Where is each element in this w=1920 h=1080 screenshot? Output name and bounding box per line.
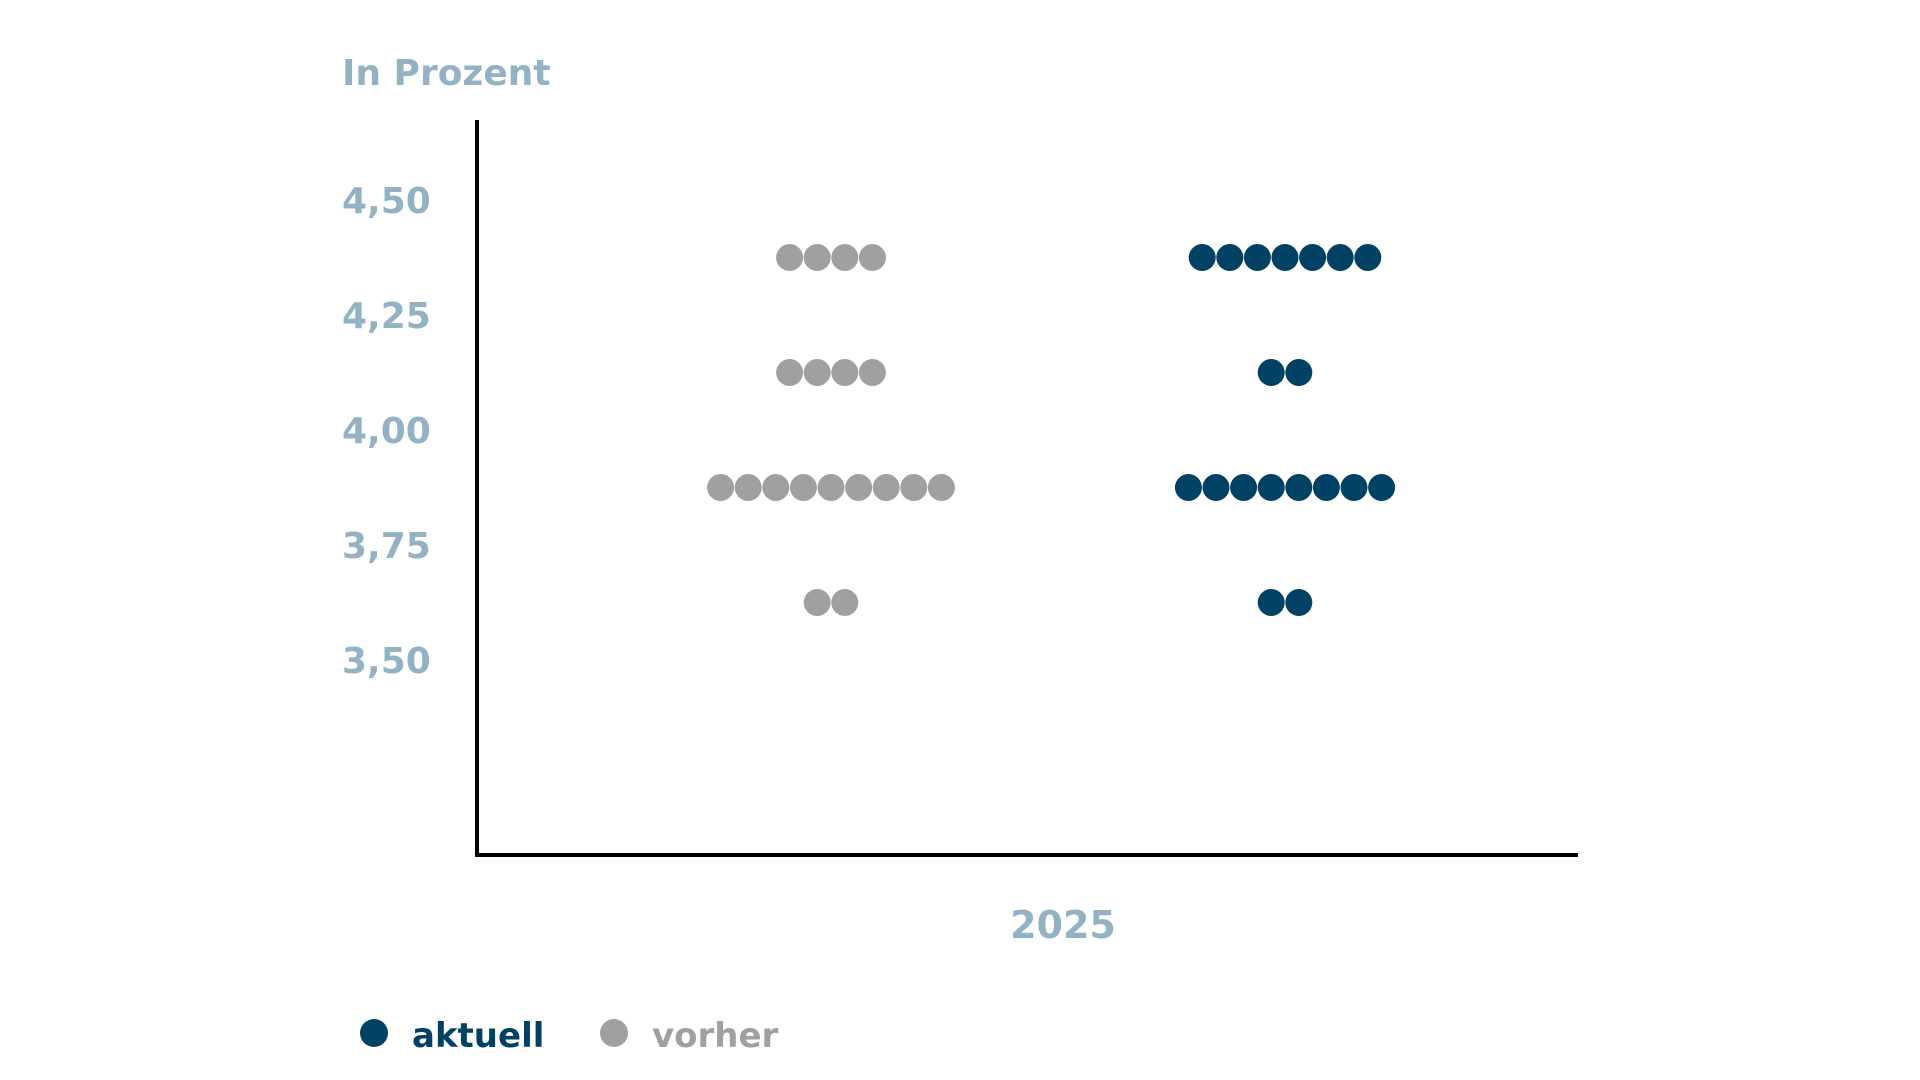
dot-aktuell [1243, 244, 1271, 271]
dot-vorher [831, 589, 859, 616]
dot-vorher [707, 474, 735, 501]
dot-aktuell [1271, 244, 1299, 271]
dot-aktuell [1174, 474, 1202, 501]
dot-aktuell [1257, 359, 1285, 386]
dot-aktuell [1257, 474, 1285, 501]
dot-aktuell [1312, 474, 1340, 501]
dot-vorher [845, 474, 873, 501]
dot-vorher [872, 474, 900, 501]
dot-aktuell [1285, 359, 1313, 386]
dot-aktuell [1230, 474, 1258, 501]
dot-aktuell [1340, 474, 1368, 501]
legend: aktuell vorher [360, 1016, 779, 1056]
dot-vorher [762, 474, 790, 501]
dot-vorher [900, 474, 928, 501]
dot-aktuell [1285, 474, 1313, 501]
dot-marks [707, 244, 1396, 616]
dot-aktuell [1188, 244, 1216, 271]
dot-vorher [831, 244, 859, 271]
dot-aktuell [1257, 589, 1285, 616]
dot-aktuell [1354, 244, 1382, 271]
legend-label-aktuell: aktuell [412, 1016, 544, 1056]
y-tick-label: 4,00 [342, 411, 431, 452]
x-category-label: 2025 [1010, 903, 1116, 947]
dot-vorher [789, 474, 817, 501]
dot-vorher [817, 474, 845, 501]
dot-vorher [858, 359, 886, 386]
dot-vorher [803, 244, 831, 271]
dot-vorher [927, 474, 955, 501]
y-tick-label: 4,50 [342, 181, 431, 222]
dot-vorher [831, 359, 859, 386]
dot-aktuell [1216, 244, 1244, 271]
dot-vorher [776, 244, 804, 271]
legend-label-vorher: vorher [652, 1016, 779, 1056]
legend-item-vorher: vorher [600, 1016, 779, 1056]
legend-swatch-vorher [600, 1019, 628, 1047]
legend-swatch-aktuell [360, 1019, 388, 1047]
dot-vorher [858, 244, 886, 271]
y-tick-label: 3,75 [342, 526, 431, 567]
y-tick-label: 4,25 [342, 296, 431, 337]
y-axis-unit-label: In Prozent [342, 53, 551, 94]
dot-vorher [803, 589, 831, 616]
dot-aktuell [1285, 589, 1313, 616]
y-axis-ticks: 4,50 4,25 4,00 3,75 3,50 [342, 181, 431, 682]
dot-vorher [803, 359, 831, 386]
legend-item-aktuell: aktuell [360, 1016, 544, 1056]
dot-vorher [776, 359, 804, 386]
dot-vorher [734, 474, 762, 501]
dot-aktuell [1368, 474, 1396, 501]
dot-aktuell [1202, 474, 1230, 501]
dot-aktuell [1299, 244, 1327, 271]
dot-aktuell [1326, 244, 1354, 271]
y-tick-label: 3,50 [342, 641, 431, 682]
